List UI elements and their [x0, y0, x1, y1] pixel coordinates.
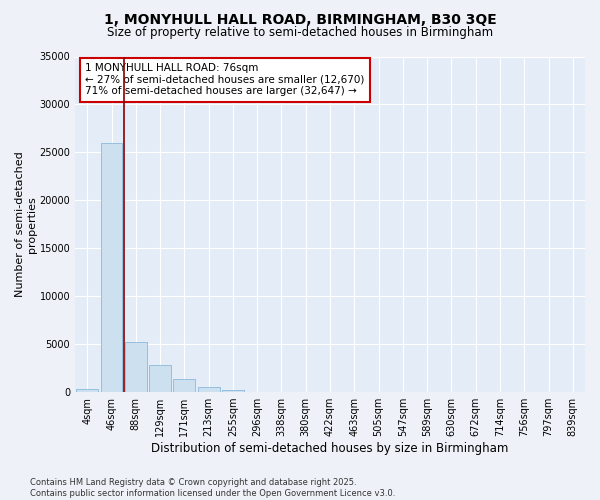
Text: 1 MONYHULL HALL ROAD: 76sqm
← 27% of semi-detached houses are smaller (12,670)
7: 1 MONYHULL HALL ROAD: 76sqm ← 27% of sem…: [85, 63, 365, 96]
X-axis label: Distribution of semi-detached houses by size in Birmingham: Distribution of semi-detached houses by …: [151, 442, 509, 455]
Bar: [101, 143, 122, 392]
Text: 1, MONYHULL HALL ROAD, BIRMINGHAM, B30 3QE: 1, MONYHULL HALL ROAD, BIRMINGHAM, B30 3…: [104, 12, 496, 26]
Bar: [125, 342, 147, 392]
Text: Size of property relative to semi-detached houses in Birmingham: Size of property relative to semi-detach…: [107, 26, 493, 39]
Y-axis label: Number of semi-detached
properties: Number of semi-detached properties: [15, 152, 37, 297]
Bar: [222, 390, 244, 392]
Bar: [76, 389, 98, 392]
Bar: [173, 378, 196, 392]
Bar: [149, 365, 171, 392]
Bar: [198, 387, 220, 392]
Text: Contains HM Land Registry data © Crown copyright and database right 2025.
Contai: Contains HM Land Registry data © Crown c…: [30, 478, 395, 498]
